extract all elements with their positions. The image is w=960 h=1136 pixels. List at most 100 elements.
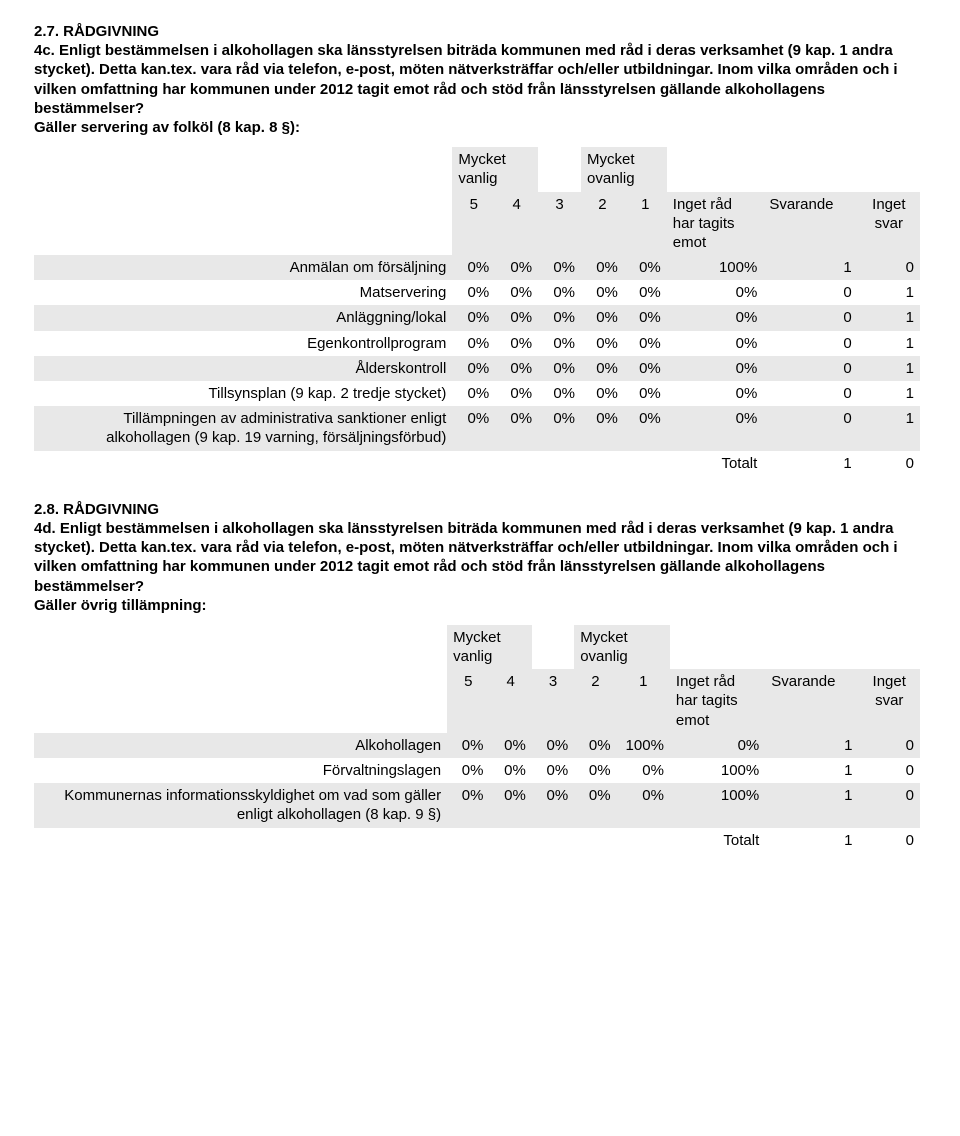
cell: 0% xyxy=(538,331,581,356)
cell: 0% xyxy=(538,381,581,406)
row-label: Ålderskontroll xyxy=(34,356,452,381)
cell: 0% xyxy=(581,406,624,450)
cell: 0% xyxy=(624,255,667,280)
table-2-total: Totalt 1 0 xyxy=(34,828,920,853)
cell: 0% xyxy=(667,280,764,305)
cell: 0% xyxy=(667,406,764,450)
cell: 0% xyxy=(489,758,531,783)
row-label: Alkohollagen xyxy=(34,733,447,758)
cell: 0% xyxy=(495,381,538,406)
section-2-title: 2.8. RÅDGIVNING xyxy=(34,500,920,519)
table-row: Alkohollagen0%0%0%0%100%0%10 xyxy=(34,733,920,758)
cell: 0% xyxy=(538,305,581,330)
table-2-header-main: 5 4 3 2 1 Inget råd har tagits emot Svar… xyxy=(34,669,920,733)
cell: 0% xyxy=(495,356,538,381)
cell: 0% xyxy=(495,280,538,305)
hdr-ingetrad: Inget råd har tagits emot xyxy=(667,192,764,256)
cell: 0% xyxy=(624,280,667,305)
cell: 1 xyxy=(765,758,858,783)
cell: 1 xyxy=(858,381,920,406)
cell: 0% xyxy=(452,280,495,305)
table-2-body: Alkohollagen0%0%0%0%100%0%10Förvaltnings… xyxy=(34,733,920,828)
cell: 0% xyxy=(452,255,495,280)
hdr-1: 1 xyxy=(624,192,667,256)
table-row: Tillämpningen av administrativa sanktion… xyxy=(34,406,920,450)
hdr-4b: 4 xyxy=(489,669,531,733)
hdr-5: 5 xyxy=(452,192,495,256)
table-1-total: Totalt 1 0 xyxy=(34,451,920,476)
cell: 0% xyxy=(452,406,495,450)
hdr-ovanlig: Mycket ovanlig xyxy=(581,147,667,191)
hdr-ingetsvar-2: Inget svar xyxy=(858,669,920,733)
cell: 1 xyxy=(858,305,920,330)
cell: 1 xyxy=(765,783,858,827)
table-row: Egenkontrollprogram0%0%0%0%0%0%01 xyxy=(34,331,920,356)
section-1-title: 2.7. RÅDGIVNING xyxy=(34,22,920,41)
totalt-label: Totalt xyxy=(667,451,764,476)
cell: 0 xyxy=(763,356,857,381)
cell: 0% xyxy=(447,783,489,827)
totalt-svar-2: 1 xyxy=(765,828,858,853)
cell: 0% xyxy=(574,733,616,758)
cell: 0% xyxy=(447,758,489,783)
hdr-vanlig-2: Mycket vanlig xyxy=(447,625,532,669)
table-row: Anläggning/lokal0%0%0%0%0%0%01 xyxy=(34,305,920,330)
cell: 100% xyxy=(667,255,764,280)
hdr-svarande: Svarande xyxy=(763,192,857,256)
totalt-label-2: Totalt xyxy=(670,828,765,853)
cell: 0% xyxy=(617,783,670,827)
section-2-body: 4d. Enligt bestämmelsen i alkohollagen s… xyxy=(34,520,898,595)
hdr-2: 2 xyxy=(581,192,624,256)
totalt-svar: 1 xyxy=(763,451,857,476)
cell: 0% xyxy=(452,381,495,406)
hdr-ingetrad-2: Inget råd har tagits emot xyxy=(670,669,765,733)
section-2-text: 4d. Enligt bestämmelsen i alkohollagen s… xyxy=(34,519,920,615)
cell: 0% xyxy=(452,331,495,356)
cell: 0 xyxy=(763,280,857,305)
cell: 0% xyxy=(495,255,538,280)
table-1-header-main: 5 4 3 2 1 Inget råd har tagits emot Svar… xyxy=(34,192,920,256)
cell: 0% xyxy=(581,305,624,330)
table-row: Matservering0%0%0%0%0%0%01 xyxy=(34,280,920,305)
cell: 0% xyxy=(452,305,495,330)
cell: 0% xyxy=(447,733,489,758)
table-row: Anmälan om försäljning0%0%0%0%0%100%10 xyxy=(34,255,920,280)
cell: 0% xyxy=(581,381,624,406)
cell: 0% xyxy=(581,331,624,356)
cell: 0% xyxy=(452,356,495,381)
table-row: Tillsynsplan (9 kap. 2 tredje stycket)0%… xyxy=(34,381,920,406)
cell: 0% xyxy=(532,783,574,827)
cell: 0% xyxy=(617,758,670,783)
cell: 1 xyxy=(858,331,920,356)
row-label: Kommunernas informationsskyldighet om va… xyxy=(34,783,447,827)
cell: 0 xyxy=(763,331,857,356)
hdr-4: 4 xyxy=(495,192,538,256)
cell: 0 xyxy=(858,255,920,280)
cell: 0% xyxy=(667,356,764,381)
cell: 0% xyxy=(538,356,581,381)
row-label: Tillsynsplan (9 kap. 2 tredje stycket) xyxy=(34,381,452,406)
hdr-ovanlig-2: Mycket ovanlig xyxy=(574,625,670,669)
cell: 0% xyxy=(538,255,581,280)
cell: 1 xyxy=(858,406,920,450)
cell: 1 xyxy=(858,356,920,381)
hdr-2b: 2 xyxy=(574,669,616,733)
hdr-1b: 1 xyxy=(617,669,670,733)
cell: 0% xyxy=(624,381,667,406)
table-row: Ålderskontroll0%0%0%0%0%0%01 xyxy=(34,356,920,381)
row-label: Förvaltningslagen xyxy=(34,758,447,783)
cell: 0% xyxy=(538,280,581,305)
section-1-body: 4c. Enligt bestämmelsen i alkohollagen s… xyxy=(34,42,898,117)
cell: 0% xyxy=(581,356,624,381)
hdr-3b: 3 xyxy=(532,669,574,733)
cell: 0% xyxy=(495,305,538,330)
cell: 100% xyxy=(617,733,670,758)
row-label: Anmälan om försäljning xyxy=(34,255,452,280)
section-1-sub: Gäller servering av folköl (8 kap. 8 §): xyxy=(34,119,300,136)
table-1: Mycket vanlig Mycket ovanlig 5 4 3 2 1 I… xyxy=(34,147,920,476)
cell: 0 xyxy=(858,758,920,783)
table-1-body: Anmälan om försäljning0%0%0%0%0%100%10Ma… xyxy=(34,255,920,451)
hdr-ingetsvar: Inget svar xyxy=(858,192,920,256)
section-2-sub: Gäller övrig tillämpning: xyxy=(34,597,207,614)
hdr-3: 3 xyxy=(538,192,581,256)
